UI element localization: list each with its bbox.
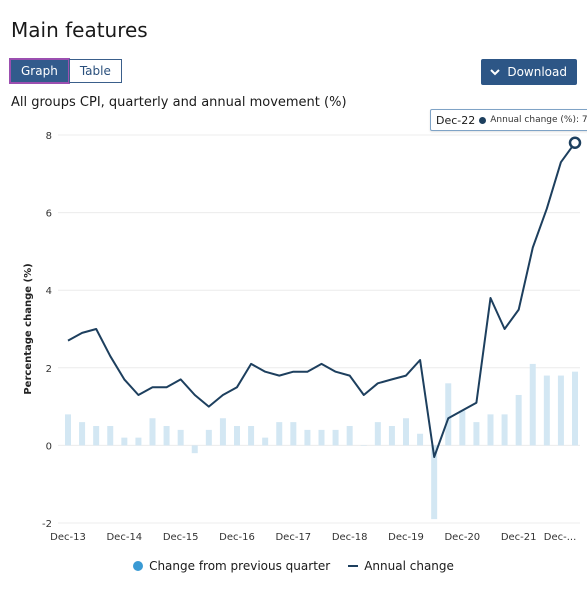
bar xyxy=(65,414,71,446)
y-axis-label: Percentage change (%) xyxy=(23,263,34,394)
legend-dot-icon xyxy=(133,561,144,571)
legend-item-quarterly[interactable]: Change from previous quarter xyxy=(133,559,330,573)
bar xyxy=(431,445,438,520)
x-tick-label: Dec-18 xyxy=(332,532,368,543)
bar xyxy=(191,445,198,454)
legend-line-icon xyxy=(348,565,359,567)
y-tick-label: 6 xyxy=(46,209,52,220)
chart-subtitle: All groups CPI, quarterly and annual mov… xyxy=(11,95,347,110)
bar xyxy=(346,426,353,446)
bar xyxy=(318,429,325,446)
y-tick-label: 0 xyxy=(46,441,52,452)
bar xyxy=(459,410,466,446)
bar xyxy=(205,429,212,446)
y-tick-label: -2 xyxy=(42,519,52,530)
view-tabs: Graph Table xyxy=(9,58,122,84)
x-tick-label: Dec-14 xyxy=(106,532,142,543)
bar xyxy=(403,418,409,446)
bar xyxy=(121,437,128,446)
bar xyxy=(304,429,311,446)
download-label: Download xyxy=(507,65,567,79)
y-tick-label: 4 xyxy=(46,286,52,297)
annual-change-line xyxy=(67,142,576,458)
x-tick-label: Dec-16 xyxy=(219,532,255,543)
bar xyxy=(248,426,255,446)
x-tick-label: Dec-19 xyxy=(388,532,424,543)
y-tick-label: 8 xyxy=(46,131,52,142)
bar xyxy=(219,418,226,446)
download-button[interactable]: Download xyxy=(481,59,577,85)
bar xyxy=(557,375,564,446)
bar xyxy=(332,429,339,446)
y-tick-label: 2 xyxy=(46,364,52,375)
bar xyxy=(388,426,395,446)
bar xyxy=(276,422,283,446)
bar xyxy=(107,426,114,446)
x-tick-label: Dec-13 xyxy=(50,532,86,543)
bar xyxy=(572,371,578,446)
legend-label-quarterly: Change from previous quarter xyxy=(149,559,331,573)
bar xyxy=(177,429,184,446)
bar xyxy=(473,422,480,446)
tab-graph[interactable]: Graph xyxy=(9,58,70,84)
bar xyxy=(149,418,156,446)
bar xyxy=(290,422,297,446)
bar xyxy=(417,433,424,446)
page-title: Main features xyxy=(11,18,148,42)
legend-item-annual[interactable]: Annual change xyxy=(348,559,454,573)
highlight-point xyxy=(568,136,582,150)
chart-legend: Change from previous quarter Annual chan… xyxy=(0,559,587,573)
bar xyxy=(529,363,536,446)
legend-label-annual: Annual change xyxy=(364,559,454,573)
x-tick-label: Dec-17 xyxy=(275,532,311,543)
x-tick-label: Dec-15 xyxy=(163,532,199,543)
bar xyxy=(360,445,367,446)
bar xyxy=(262,437,269,446)
bar xyxy=(501,414,508,446)
bar xyxy=(234,426,240,446)
x-tick-label: Dec-21 xyxy=(501,532,537,543)
chart-tooltip: Dec-22 Annual change (%): 7.8 xyxy=(430,109,587,131)
x-tick-label: Dec-... xyxy=(544,532,577,543)
bar xyxy=(487,414,494,446)
x-tick-label: Dec-20 xyxy=(444,532,480,543)
tab-table[interactable]: Table xyxy=(68,59,122,83)
tooltip-series-dot xyxy=(479,116,487,124)
bar xyxy=(543,375,550,446)
bar xyxy=(374,422,381,446)
bar xyxy=(163,426,170,446)
chevron-down-icon xyxy=(489,66,501,78)
bar xyxy=(93,426,100,446)
bar xyxy=(79,422,86,446)
bar xyxy=(445,383,452,446)
tooltip-date: Dec-22 xyxy=(436,113,476,127)
tooltip-value: Annual change (%): 7.8 xyxy=(490,115,587,125)
bar xyxy=(515,394,522,446)
bar xyxy=(135,437,142,446)
